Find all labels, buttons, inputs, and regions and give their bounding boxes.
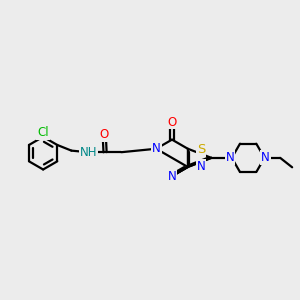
Text: S: S: [196, 143, 205, 156]
Text: N: N: [226, 152, 234, 164]
Text: NH: NH: [80, 146, 98, 159]
Text: N: N: [261, 152, 270, 164]
Text: N: N: [196, 160, 205, 173]
Text: N: N: [152, 142, 161, 154]
Text: O: O: [167, 116, 177, 128]
Text: O: O: [100, 128, 109, 141]
Text: Cl: Cl: [37, 126, 49, 139]
Text: N: N: [168, 170, 176, 183]
